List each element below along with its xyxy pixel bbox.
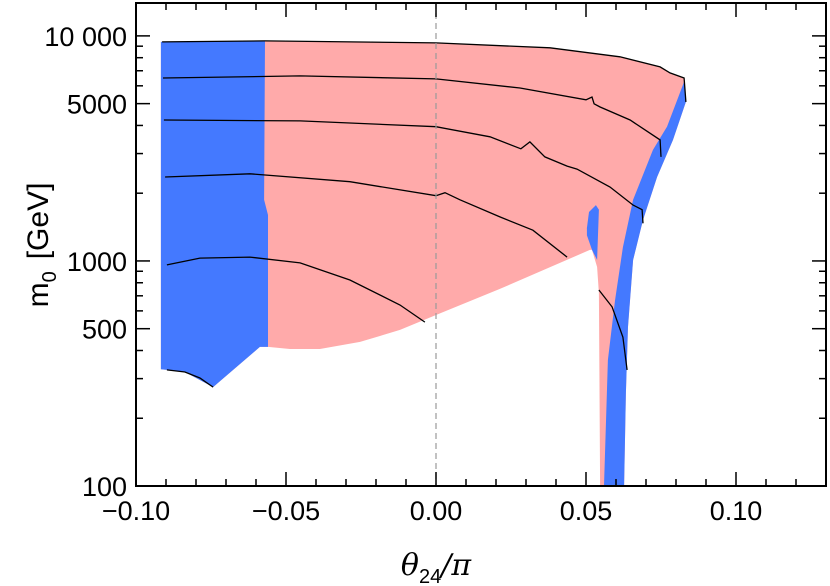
x-tick-label: −0.10 [102, 496, 170, 526]
tick-labels: −0.10 −0.05 0.00 0.05 0.10 100 500 1000 5000 10 0… [44, 22, 762, 526]
contour-line-1 [162, 75, 662, 157]
x-tick-label: 0.10 [710, 496, 763, 526]
x-tick-label: 0.05 [560, 496, 613, 526]
contour-line-5 [166, 256, 426, 323]
x-axis-label: θ24/π [401, 548, 472, 586]
contour-line-6 [166, 369, 214, 388]
region-pink-0 [160, 40, 686, 487]
y-tick-label: 10 000 [44, 22, 127, 52]
region-blue-2 [604, 81, 686, 487]
x-tick-label: −0.05 [252, 496, 320, 526]
contour-line-4 [598, 289, 628, 370]
region-blue-3 [586, 205, 599, 260]
y-tick-label: 1000 [67, 247, 127, 277]
y-tick-label: 5000 [67, 90, 127, 120]
y-tick-label: 100 [82, 472, 127, 502]
x-tick-label: 0.00 [410, 496, 463, 526]
contour-line-3 [165, 173, 568, 258]
regions-layer [160, 40, 686, 487]
region-blue-1 [160, 40, 268, 388]
contour-line-0 [162, 40, 687, 102]
contours-layer [162, 40, 687, 388]
y-tick-label: 500 [82, 315, 127, 345]
plot-frame [135, 2, 827, 487]
y-axis-label: m0[GeV] [22, 183, 61, 308]
